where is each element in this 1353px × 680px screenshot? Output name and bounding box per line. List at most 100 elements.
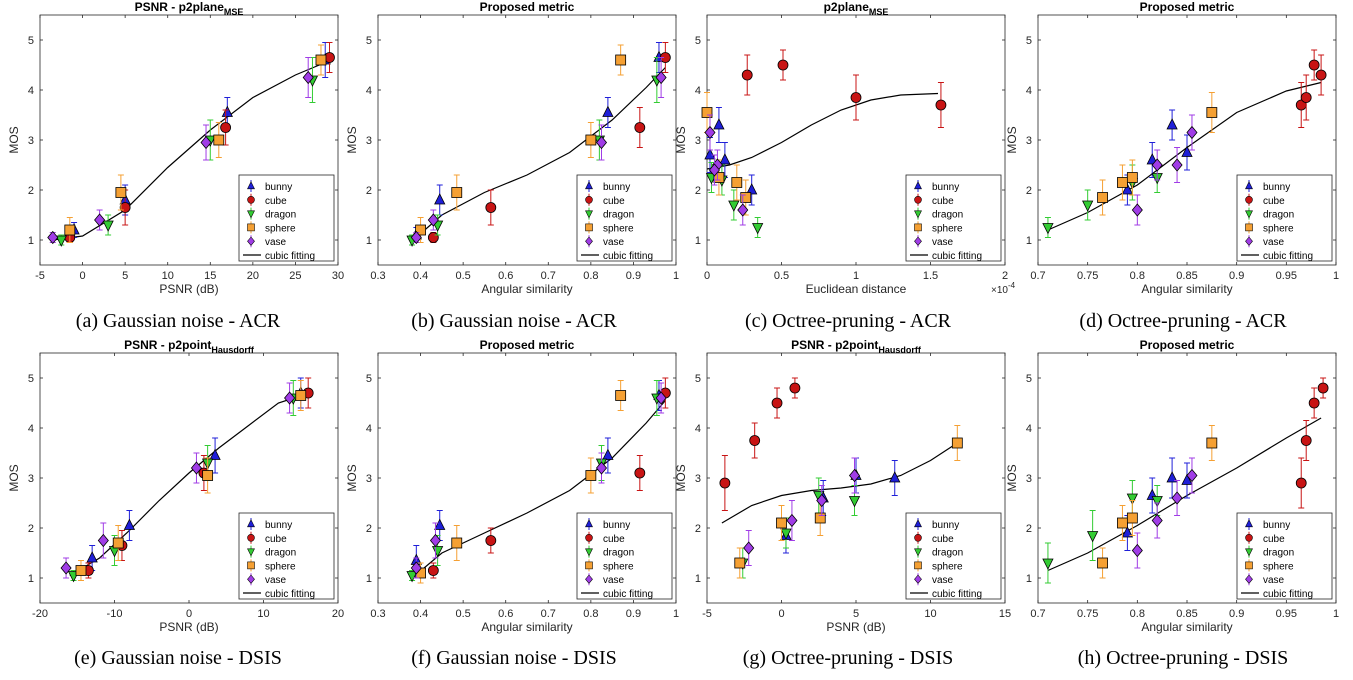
legend-label: cubic fitting xyxy=(1263,589,1313,600)
y-tick-label: 5 xyxy=(366,373,372,385)
data-point-cube xyxy=(485,202,497,213)
x-tick-label: 1.5 xyxy=(923,270,938,282)
chart-title: Proposed metric xyxy=(1140,338,1235,352)
data-point-bunny xyxy=(704,148,716,160)
data-point-vase xyxy=(848,468,861,483)
y-tick-label: 5 xyxy=(695,35,701,47)
legend-box xyxy=(905,174,1002,262)
data-point-cube xyxy=(789,382,801,394)
x-tick-label: 20 xyxy=(332,608,344,620)
y-tick-label: 4 xyxy=(1026,423,1032,435)
data-point-vase xyxy=(427,213,439,227)
x-tick-label: 0.8 xyxy=(583,270,598,282)
x-tick-label: 0.5 xyxy=(455,608,470,620)
chart-title: p2planeMSE xyxy=(824,0,889,17)
legend-label: dragon xyxy=(265,210,296,221)
data-point-dragon xyxy=(780,528,792,540)
x-tick-label: 0.4 xyxy=(413,270,428,282)
y-axis-label: MOS xyxy=(7,126,21,153)
data-point-dragon xyxy=(1042,223,1054,235)
panel-caption: (e) Gaussian noise - DSIS xyxy=(74,647,282,669)
panel-caption: (f) Gaussian noise - DSIS xyxy=(411,647,617,669)
x-multiplier-exponent: -4 xyxy=(1008,281,1016,290)
chart-title-main: p2plane xyxy=(824,0,870,14)
data-point-bunny xyxy=(123,518,136,530)
legend-marker-bunny xyxy=(247,181,255,190)
chart-title-main: Proposed metric xyxy=(480,338,575,352)
data-point-sphere xyxy=(585,134,597,146)
data-point-bunny xyxy=(719,153,731,165)
data-point-sphere xyxy=(64,224,76,236)
y-tick-label: 4 xyxy=(28,85,34,97)
data-point-cube xyxy=(749,435,761,446)
legend-marker-dragon xyxy=(585,548,593,557)
chart-panel-1: 0.3 0.4 0.5 0.6 0.7 0.8 0.9 1 1 2 3 4 5 Angular simil… xyxy=(345,0,679,296)
legend-marker-dragon xyxy=(914,548,922,557)
data-point-cube xyxy=(220,122,232,133)
legend-marker-bunny xyxy=(247,519,255,528)
y-tick-label: 1 xyxy=(28,235,34,247)
legend-label: sphere xyxy=(265,223,296,234)
legend-marker-bunny xyxy=(585,519,593,528)
legend-label: sphere xyxy=(265,561,296,572)
legend: bunny cube dragon sphere vase cubic fitting xyxy=(905,512,1002,600)
legend-label: vase xyxy=(1263,237,1285,248)
data-point-cube xyxy=(427,565,439,576)
x-axis-label: PSNR (dB) xyxy=(826,620,885,634)
y-tick-label: 2 xyxy=(366,185,372,197)
legend: bunny cube dragon sphere vase cubic fitting xyxy=(1236,174,1333,262)
legend-marker-dragon xyxy=(247,548,255,557)
data-point-bunny xyxy=(713,118,725,130)
data-point-cube xyxy=(935,99,947,111)
legend-marker-cube xyxy=(1245,196,1253,204)
data-point-vase xyxy=(94,213,106,227)
x-tick-label: 1 xyxy=(673,608,679,620)
x-tick-label: 0.7 xyxy=(1030,270,1045,282)
fit-curve xyxy=(411,400,666,579)
legend-label: cube xyxy=(1263,534,1285,545)
data-point-bunny xyxy=(434,518,446,530)
data-point-cube xyxy=(119,202,131,213)
legend-label: cubic fitting xyxy=(603,251,653,262)
x-tick-label: 0.7 xyxy=(1030,608,1045,620)
legend-label: cube xyxy=(603,534,625,545)
data-point-cube xyxy=(741,69,753,81)
data-point-sphere xyxy=(315,54,327,66)
y-tick-label: 5 xyxy=(28,35,34,47)
legend: bunny cube dragon sphere vase cubic fitting xyxy=(576,512,673,600)
chart-title-main: Proposed metric xyxy=(480,0,575,14)
y-tick-label: 1 xyxy=(366,573,372,585)
x-tick-label: 0.8 xyxy=(1130,608,1145,620)
legend-label: vase xyxy=(603,575,625,586)
panel-caption: (a) Gaussian noise - ACR xyxy=(76,310,281,332)
data-point-vase xyxy=(655,391,667,405)
chart-panel-7: 0.7 0.75 0.8 0.85 0.9 0.95 1 1 2 3 4 5 Angular simil… xyxy=(1005,338,1339,634)
legend-label: dragon xyxy=(932,210,963,221)
data-point-vase xyxy=(737,203,749,217)
y-tick-label: 4 xyxy=(366,423,372,435)
fit-curve xyxy=(721,442,958,524)
legend: bunny cube dragon sphere vase cubic fitting xyxy=(576,174,673,262)
panel-caption: (h) Octree-pruning - DSIS xyxy=(1078,647,1289,669)
legend-label: vase xyxy=(603,237,625,248)
chart-title: Proposed metric xyxy=(480,338,575,352)
data-point-cube xyxy=(1295,477,1307,489)
data-point-vase xyxy=(786,513,798,528)
data-point-sphere xyxy=(951,437,963,449)
legend-marker-vase xyxy=(914,236,922,246)
data-point-sphere xyxy=(1117,517,1128,529)
chart-title: PSNR - p2planeMSE xyxy=(135,0,244,17)
legend-marker-vase xyxy=(247,574,255,584)
legend-label: cubic fitting xyxy=(1263,251,1313,262)
chart-title: Proposed metric xyxy=(1140,0,1235,14)
data-point-vase xyxy=(708,163,720,177)
data-point-sphere xyxy=(1206,437,1218,449)
data-point-cube xyxy=(634,467,646,479)
data-point-vase xyxy=(1186,468,1198,483)
legend-marker-sphere xyxy=(585,223,593,232)
legend-marker-vase xyxy=(1245,236,1253,246)
data-point-vase xyxy=(704,125,716,140)
data-point-dragon xyxy=(1151,496,1163,508)
x-tick-label: 0.3 xyxy=(370,270,385,282)
y-tick-label: 4 xyxy=(695,423,701,435)
